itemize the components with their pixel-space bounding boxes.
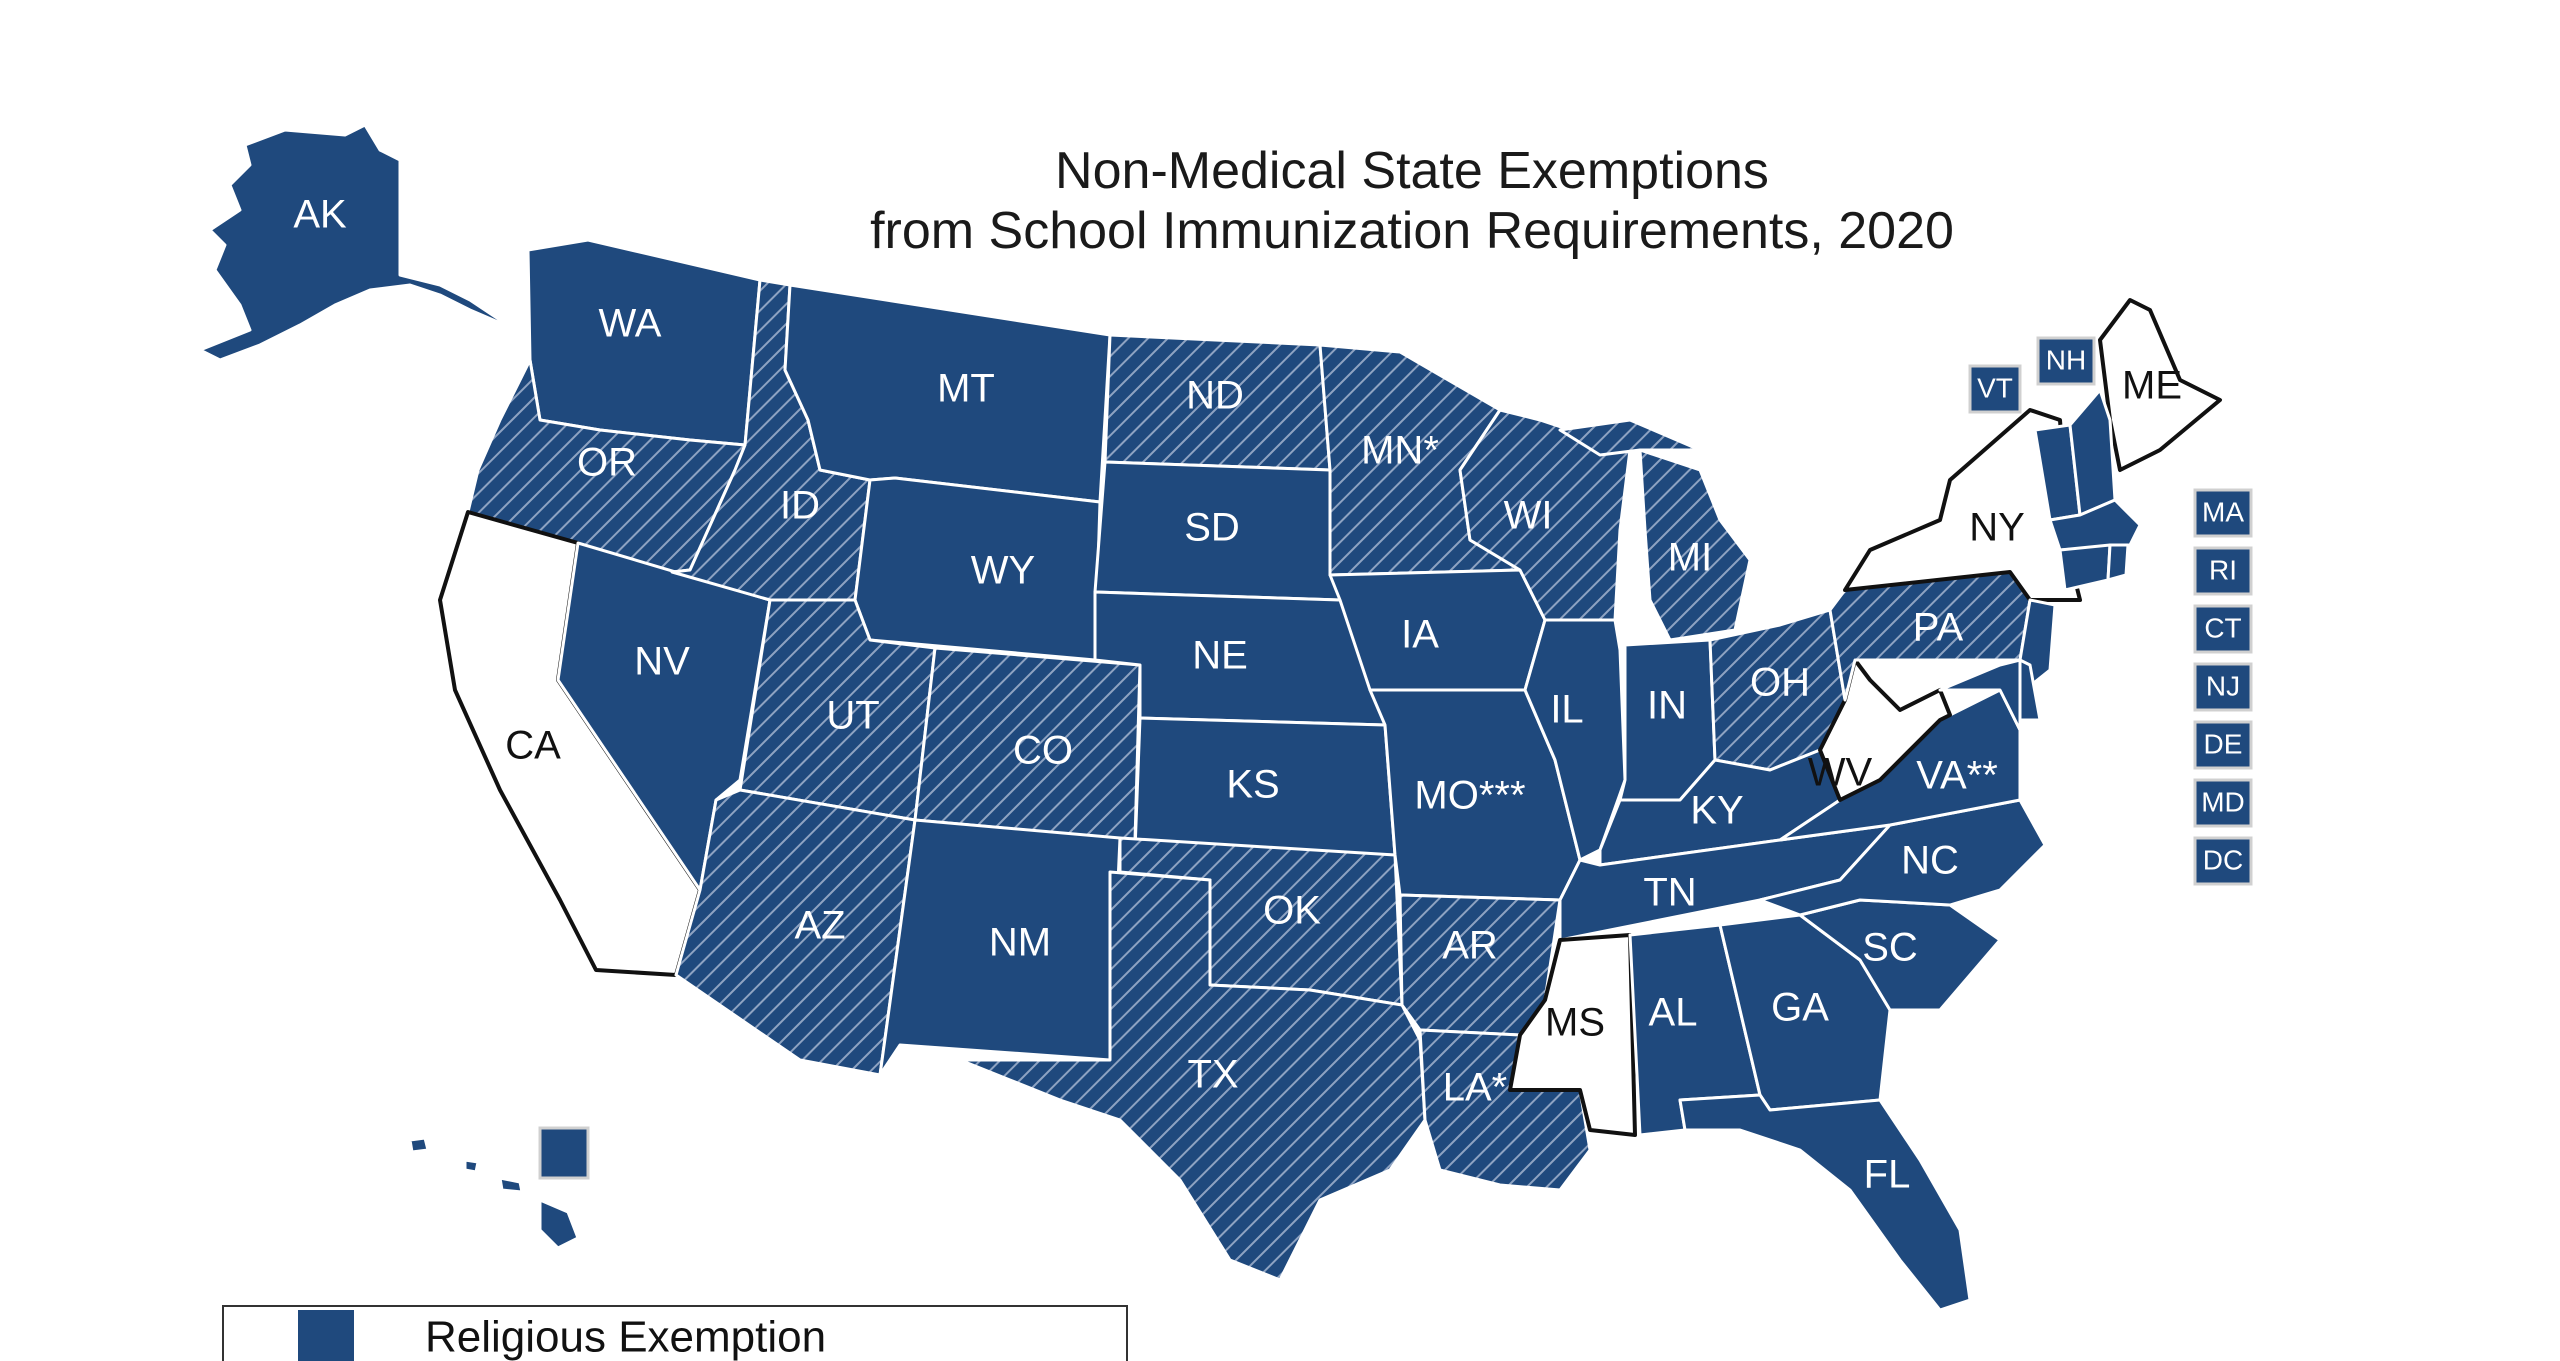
box-RI[interactable]: RI [2193, 546, 2253, 596]
legend-frame [222, 1305, 1128, 1361]
state-NM[interactable] [878, 818, 1122, 1077]
state-label-CA: CA [505, 724, 561, 768]
box-label-DE: DE [2204, 728, 2243, 759]
state-label-UT: UT [826, 694, 879, 738]
state-TX[interactable] [958, 870, 1427, 1282]
state-label-WV: WV [1808, 751, 1873, 795]
box-label-NJ: NJ [2206, 670, 2240, 701]
map-title-line-1: Non-Medical State Exemptions [1055, 142, 1769, 200]
state-MS[interactable] [1508, 933, 1637, 1137]
states-layer [198, 123, 2222, 1312]
state-label-MN: MN* [1361, 429, 1439, 473]
state-label-IL: IL [1550, 688, 1583, 732]
box-CT[interactable]: CT [2193, 604, 2253, 654]
box-MD[interactable]: MD [2193, 778, 2253, 828]
box-label-MD: MD [2201, 786, 2245, 817]
state-label-MI: MI [1668, 536, 1712, 580]
state-label-NV: NV [634, 640, 690, 684]
state-label-ND: ND [1186, 374, 1244, 418]
state-label-CO: CO [1013, 729, 1073, 773]
tag-label-VT: VT [1977, 372, 2013, 403]
state-label-NC: NC [1901, 839, 1959, 883]
map-title-line-2: from School Immunization Requirements, 2… [870, 202, 1954, 260]
state-label-LA: LA* [1443, 1066, 1508, 1110]
box-DC[interactable]: DC [2193, 836, 2253, 886]
box-DE[interactable]: DE [2193, 720, 2253, 770]
hi-tag[interactable] [538, 1126, 590, 1180]
state-label-NM: NM [989, 921, 1051, 965]
state-label-SC: SC [1862, 926, 1918, 970]
box-MA[interactable]: MA [2193, 488, 2253, 538]
state-label-AK: AK [293, 193, 347, 237]
state-label-ME: ME [2122, 364, 2182, 408]
state-label-GA: GA [1771, 986, 1829, 1030]
tag-label-NH: NH [2046, 344, 2086, 375]
state-RI[interactable] [2106, 543, 2130, 582]
state-label-WI: WI [1504, 494, 1553, 538]
box-NJ[interactable]: NJ [2193, 662, 2253, 712]
tag-NH[interactable]: NH [2036, 336, 2096, 386]
state-label-AZ: AZ [794, 904, 845, 948]
small-state-box-column: MA RI CT NJ DE MD DC [2193, 488, 2253, 886]
state-NC[interactable] [1758, 798, 2047, 917]
state-label-KY: KY [1690, 789, 1743, 833]
state-label-WA: WA [599, 302, 662, 346]
tag-VT[interactable]: VT [1968, 364, 2022, 414]
state-label-OK: OK [1263, 889, 1321, 933]
legend-label-religious: Religious Exemption [425, 1313, 826, 1361]
state-NY[interactable] [1843, 408, 2082, 602]
state-labels-layer: AK WA OR CA NV ID MT WY UT AZ CO NM ND S… [293, 193, 2182, 1197]
state-label-OH: OH [1750, 661, 1810, 705]
state-WI[interactable] [1458, 408, 1632, 622]
state-label-IA: IA [1401, 613, 1439, 657]
state-ME[interactable] [2098, 298, 2222, 472]
northeast-state-tags: VT NH [538, 336, 2096, 1180]
state-MD[interactable] [1938, 658, 2022, 732]
state-label-ID: ID [780, 484, 820, 528]
state-label-MO: MO*** [1414, 774, 1525, 818]
state-FL[interactable] [1678, 1093, 1972, 1312]
state-label-FL: FL [1864, 1153, 1911, 1197]
state-label-MS: MS [1545, 1001, 1605, 1045]
state-label-NE: NE [1192, 634, 1248, 678]
map-legend: Religious Exemption [222, 1305, 1128, 1361]
box-label-CT: CT [2204, 612, 2241, 643]
state-label-KS: KS [1226, 763, 1279, 807]
state-label-TN: TN [1643, 871, 1696, 915]
state-AK[interactable] [198, 123, 507, 362]
state-label-PA: PA [1913, 606, 1964, 650]
state-label-IN: IN [1647, 684, 1687, 728]
box-label-DC: DC [2203, 844, 2243, 875]
state-AZ[interactable] [674, 788, 917, 1077]
box-label-MA: MA [2202, 496, 2244, 527]
state-CT[interactable] [2058, 543, 2112, 592]
state-label-TX: TX [1187, 1053, 1238, 1097]
state-label-VA: VA** [1916, 754, 1998, 798]
state-label-MT: MT [937, 367, 995, 411]
state-label-NY: NY [1969, 506, 2025, 550]
state-MI[interactable] [1558, 418, 1752, 642]
state-label-AL: AL [1649, 991, 1698, 1035]
state-label-AR: AR [1442, 924, 1498, 968]
state-label-WY: WY [971, 549, 1035, 593]
state-label-OR: OR [577, 441, 637, 485]
legend-swatch-religious [298, 1310, 354, 1361]
state-label-SD: SD [1184, 506, 1240, 550]
state-HI[interactable] [408, 1136, 580, 1250]
box-label-RI: RI [2209, 554, 2237, 585]
state-NH[interactable] [2068, 388, 2117, 517]
